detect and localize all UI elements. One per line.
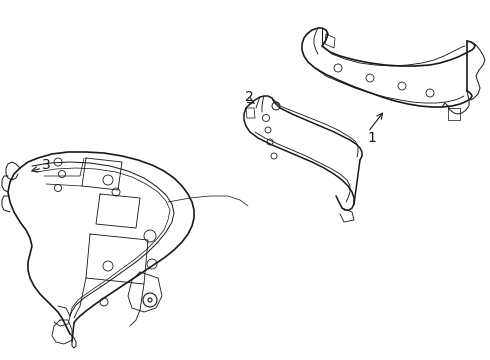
Text: 3: 3 bbox=[42, 158, 50, 172]
Text: 2: 2 bbox=[245, 90, 253, 104]
Text: 1: 1 bbox=[368, 131, 376, 145]
